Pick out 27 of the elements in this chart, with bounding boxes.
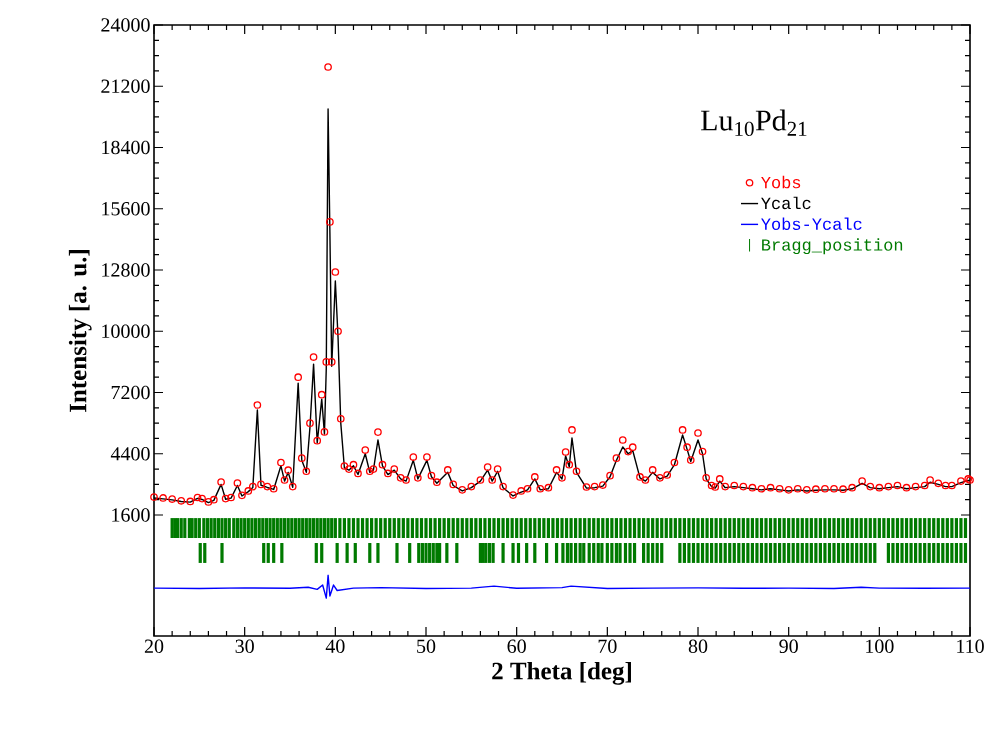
legend-label: Yobs [761,175,801,189]
y-tick-label: 15600 [102,202,150,216]
x-axis-title: 2 Theta [deg] [492,661,631,685]
x-tick-label: 20 [144,639,164,654]
x-tick-label: 50 [417,639,436,654]
x-tick-label: 100 [866,639,894,654]
y-tick-label: 12800 [102,263,150,277]
y-tick-label: 7200 [111,385,150,400]
y-axis-title: Intensity [a. u.] [68,250,92,412]
x-tick-label: 60 [507,639,526,654]
x-tick-label: 90 [779,639,798,654]
y-tick-label: 24000 [101,18,150,32]
y-tick-label: 18400 [102,140,150,155]
x-tick-label: 80 [688,639,708,654]
x-tick-label: 110 [957,639,984,654]
annotation: Lu$_{10}$Pd$_{21}$ [701,109,807,136]
y-tick-label: 21200 [101,79,150,93]
x-tick-label: 40 [325,639,345,654]
y-tick-label: 1600 [112,508,150,522]
x-tick-label: 70 [598,639,617,654]
y-tick-label: 10000 [102,324,150,338]
line-series [154,574,971,599]
y-tick-label: 4400 [110,447,150,461]
legend-label: Yobs-Ycalc [761,217,862,230]
legend-label: Ycalc [761,196,811,210]
x-tick-label: 30 [235,639,254,654]
legend-label: Bragg_position [762,238,903,255]
